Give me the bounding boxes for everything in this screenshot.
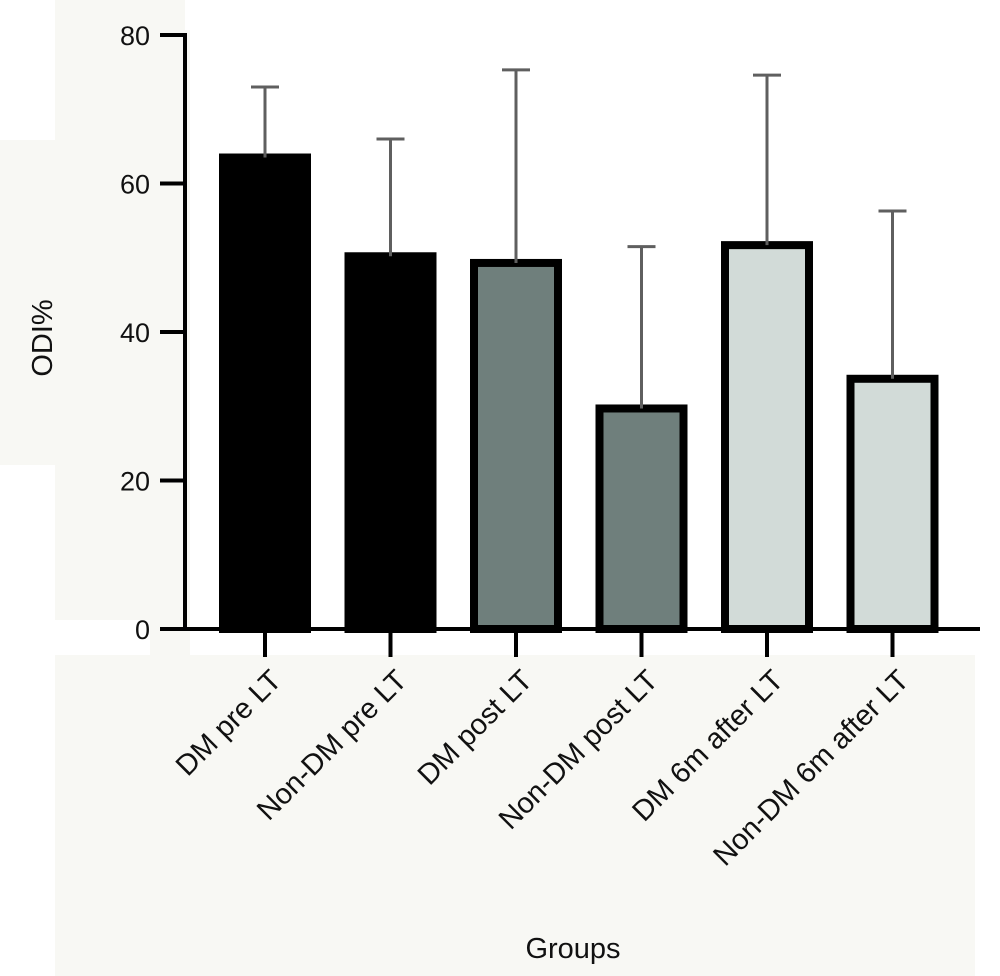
y-axis-title: ODI% xyxy=(27,299,59,376)
error-bars-layer xyxy=(251,68,907,409)
bar xyxy=(344,252,437,633)
y-ticks-layer: 0 20 40 60 80 xyxy=(120,21,185,645)
x-axis-title: Groups xyxy=(525,933,620,965)
bar xyxy=(595,404,688,634)
y-tick-label: 40 xyxy=(120,318,150,348)
y-tick-label: 60 xyxy=(120,170,150,200)
y-tick-label: 80 xyxy=(120,21,150,51)
y-tick-label: 0 xyxy=(135,615,150,645)
bar xyxy=(219,153,311,633)
bar xyxy=(721,241,813,633)
background-panel-bottom xyxy=(55,655,975,976)
bar xyxy=(846,374,939,633)
bar xyxy=(470,258,562,633)
y-tick-label: 20 xyxy=(120,467,150,497)
bars-layer xyxy=(219,153,939,634)
